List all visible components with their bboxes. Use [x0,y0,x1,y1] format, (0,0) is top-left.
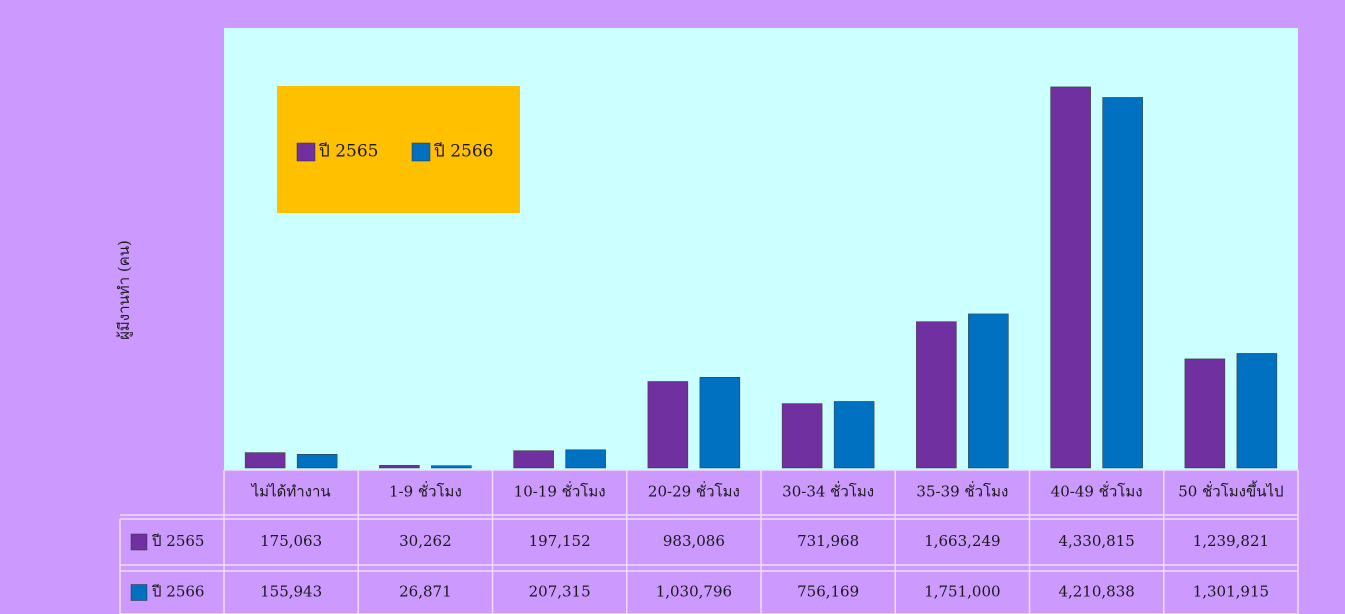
bar [916,321,957,469]
x-tick-label: 20-29 ชั่วโมง [648,481,740,501]
x-tick-label: 40-49 ชั่วโมง [1051,481,1143,501]
x-tick-label: 50 ชั่วโมงขึ้นไป [1178,481,1283,501]
table-value: 30,262 [399,532,452,550]
legend-box [277,86,520,213]
bar [647,381,689,469]
bar [431,465,472,469]
legend-label: ปี 2566 [433,142,493,162]
legend-swatch [296,142,316,162]
bar [1184,358,1226,469]
table-value: 207,315 [529,583,591,601]
bar [565,449,606,469]
legend-swatch [130,584,148,601]
x-tick-label: ไม่ได้ทำงาน [251,483,331,501]
table-value: 197,152 [529,532,591,550]
table-value: 1,301,915 [1193,583,1269,601]
bar [699,377,741,469]
bar [833,401,875,469]
table-value: 4,210,838 [1058,583,1134,601]
x-tick-label: 1-9 ชั่วโมง [389,481,462,501]
bar [244,452,286,469]
bar [968,313,1009,469]
table-value: 26,871 [399,583,452,601]
table-value: 1,030,796 [656,583,732,601]
legend-swatch [411,142,431,162]
y-axis-label: ผู้มีงานทำ (คน) [115,240,133,340]
row-header: ปี 2566 [151,583,204,601]
table-value: 1,663,249 [924,532,1000,550]
x-tick-label: 10-19 ชั่วโมง [514,481,606,501]
table-value: 756,169 [797,583,859,601]
table-value: 983,086 [663,532,725,550]
legend-swatch [130,533,148,551]
table-value: 4,330,815 [1058,532,1134,550]
bar [1102,97,1143,469]
bar [1050,86,1091,469]
table-value: 1,751,000 [924,583,1000,601]
row-header: ปี 2565 [151,532,204,550]
x-tick-label: 35-39 ชั่วโมง [916,481,1008,501]
table-value: 1,239,821 [1193,532,1269,550]
table-value: 175,063 [260,532,322,550]
bar [379,465,420,469]
legend-label: ปี 2565 [318,142,378,162]
bar [1236,353,1278,469]
table-value: 155,943 [260,583,322,601]
x-tick-label: 30-34 ชั่วโมง [782,481,874,501]
bar [781,403,823,469]
table-value: 731,968 [797,532,859,550]
bar [513,450,554,469]
bar [296,454,338,469]
